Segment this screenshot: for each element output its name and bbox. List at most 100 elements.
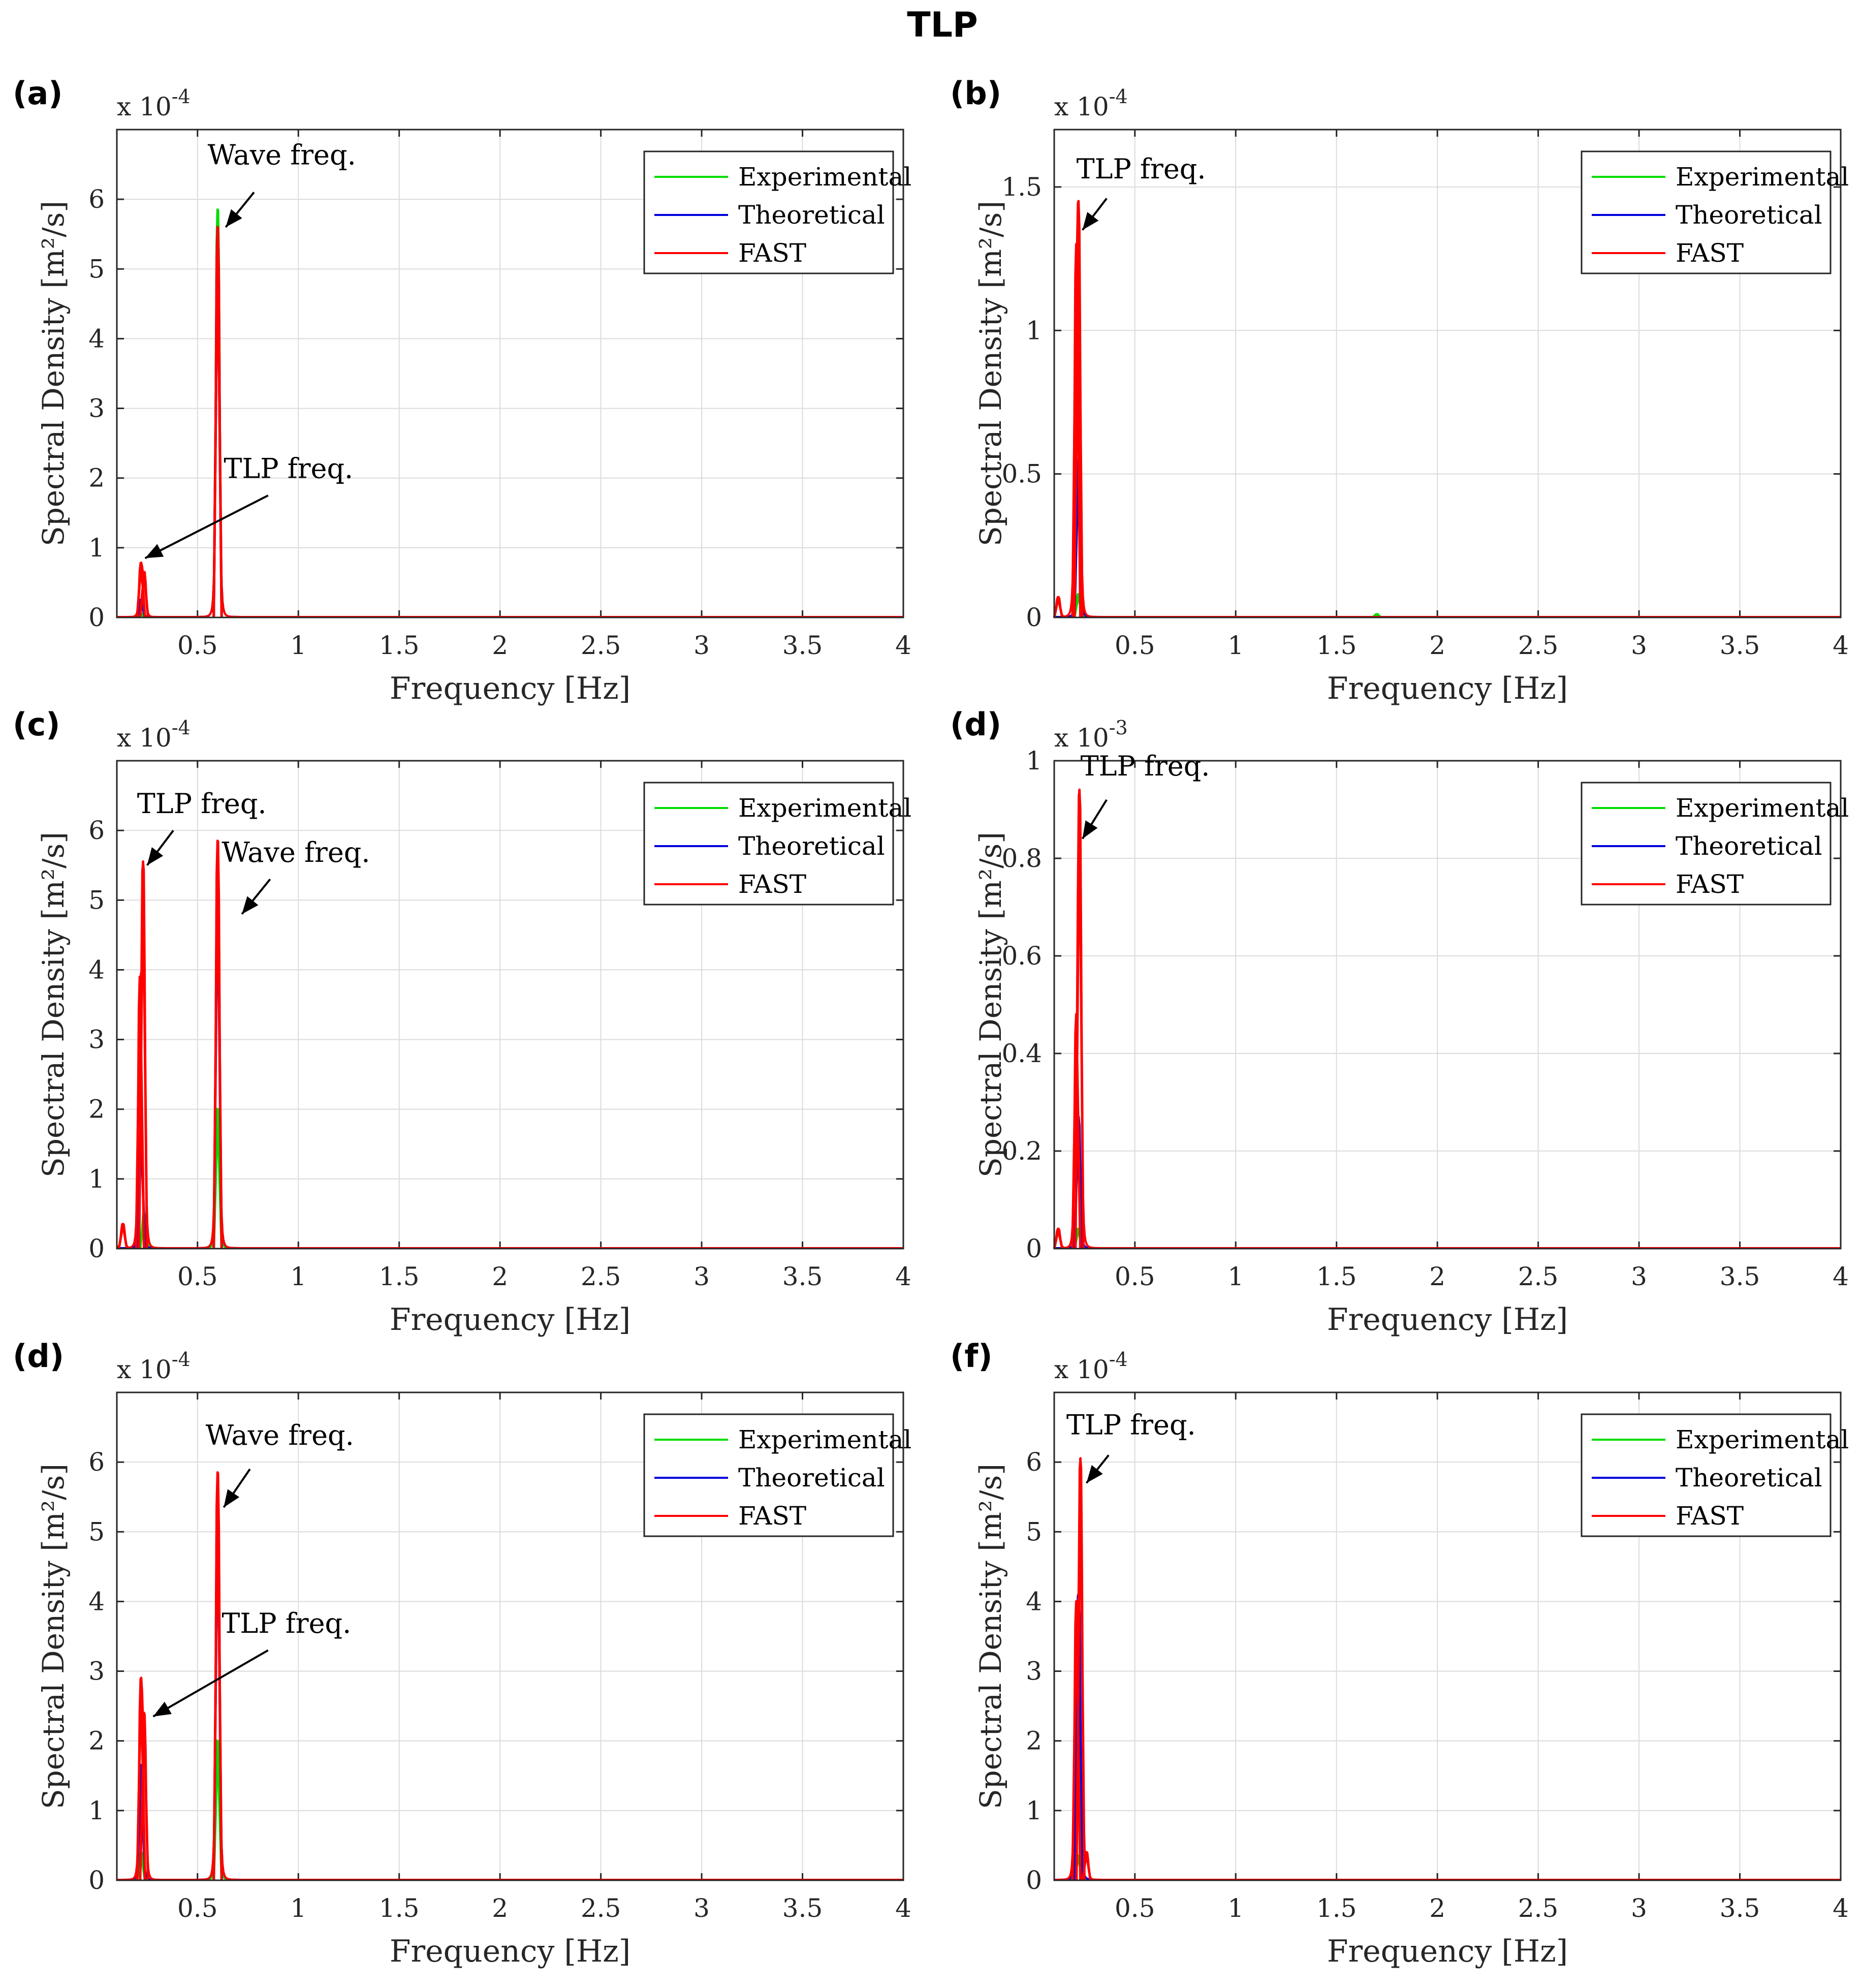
x-tick-label: 4 (1833, 631, 1849, 660)
legend-entry-experimental: Experimental (738, 1425, 911, 1454)
series-peak-fast (212, 226, 223, 618)
x-tick-label: 3.5 (782, 1262, 823, 1291)
x-tick-label: 3.5 (1720, 1893, 1760, 1923)
axes-box (116, 129, 904, 618)
y-tick-label: 1 (88, 533, 105, 563)
legend-entry-experimental: Experimental (1676, 793, 1849, 823)
y-axis-label: Spectral Density [m²/s] (973, 1464, 1008, 1809)
y-tick-label: 1 (1026, 746, 1042, 775)
legend-entry-fast: FAST (738, 238, 806, 268)
series-peak-fast (135, 975, 145, 1249)
x-tick-label: 1 (1227, 1893, 1244, 1923)
y-axis-label: Spectral Density [m²/s] (36, 832, 71, 1177)
x-tick-label: 1 (290, 1893, 306, 1923)
y-tick-label: 0.6 (1001, 941, 1042, 971)
legend-entry-experimental: Experimental (1676, 162, 1849, 192)
legend-entry-theoretical: Theoretical (1676, 1463, 1822, 1493)
y-exponent-value: -4 (172, 1348, 191, 1371)
annotation-arrow-head (242, 896, 259, 914)
x-tick-label: 3 (693, 1262, 710, 1291)
legend: Experimental Theoretical FAST (1581, 150, 1849, 274)
legend: Experimental Theoretical FAST (643, 1413, 911, 1537)
panel-label: (a) (13, 75, 63, 112)
panel-label: (f) (950, 1338, 993, 1375)
annotation-arrow-head (145, 544, 164, 558)
legend: Experimental Theoretical FAST (1581, 1413, 1849, 1537)
y-tick-label: 0 (88, 603, 105, 632)
x-tick-label: 3 (693, 631, 710, 660)
series-peak-fast (1053, 1228, 1064, 1249)
y-exponent-value: -4 (172, 717, 191, 739)
annotation-label: Wave freq. (206, 1419, 354, 1451)
y-tick-label: 3 (88, 1657, 105, 1686)
x-axis-label: Frequency [Hz] (1327, 1302, 1568, 1338)
x-tick-label: 2.5 (581, 1262, 621, 1291)
legend-entry-experimental: Experimental (738, 162, 911, 192)
annotation-label: TLP freq. (224, 453, 353, 485)
x-axis-label: Frequency [Hz] (390, 671, 630, 706)
x-tick-label: 3.5 (782, 631, 823, 660)
x-axis-label: Frequency [Hz] (1327, 671, 1568, 706)
axes-box (1053, 1391, 1842, 1881)
x-tick-label: 3 (1631, 1893, 1647, 1923)
y-axis-label: Spectral Density [m²/s] (973, 201, 1008, 546)
x-tick-label: 4 (1833, 1893, 1849, 1923)
y-tick-label: 0.5 (1001, 459, 1042, 489)
series-peak-fast (117, 1223, 129, 1249)
x-tick-label: 2 (1429, 1262, 1445, 1291)
series-peak-fast (212, 840, 223, 1249)
panel-label: (d) (950, 706, 1001, 743)
x-tick-label: 1 (1227, 1262, 1244, 1291)
annotation-arrow-head (1082, 212, 1099, 230)
y-tick-label: 3 (88, 1025, 105, 1054)
axes-box (116, 1391, 904, 1881)
series-peak-fast (1074, 789, 1085, 1249)
annotation-label: TLP freq. (137, 788, 267, 820)
y-tick-label: 1 (88, 1796, 105, 1825)
figure-title: TLP (907, 5, 978, 45)
y-axis-label: Spectral Density [m²/s] (36, 1464, 71, 1809)
x-tick-label: 3 (1631, 1262, 1647, 1291)
x-tick-label: 1.5 (379, 1262, 420, 1291)
x-tick-label: 2.5 (1518, 631, 1559, 660)
x-tick-label: 1 (1227, 631, 1244, 660)
x-tick-label: 1 (290, 631, 306, 660)
x-tick-label: 3 (693, 1893, 710, 1923)
y-tick-label: 4 (1026, 1587, 1042, 1616)
x-tick-label: 3.5 (1720, 1262, 1760, 1291)
y-tick-label: 5 (88, 1517, 105, 1546)
legend-entry-fast: FAST (1676, 238, 1744, 268)
series-peak-fast (1075, 1457, 1086, 1881)
series-peak-experimental (212, 1740, 223, 1881)
y-tick-label: 6 (1026, 1447, 1042, 1477)
y-tick-label: 1 (1026, 1796, 1042, 1825)
y-tick-label: 5 (88, 885, 105, 915)
legend-entry-theoretical: Theoretical (738, 200, 885, 230)
x-tick-label: 1.5 (1316, 1893, 1357, 1923)
legend-entry-fast: FAST (738, 1501, 806, 1531)
y-tick-label: 6 (88, 1447, 105, 1477)
series-peak-fast (139, 571, 149, 618)
x-tick-label: 4 (1833, 1262, 1849, 1291)
y-tick-label: 1 (1026, 316, 1042, 345)
x-tick-label: 3.5 (782, 1893, 823, 1923)
series-peak-fast (1053, 596, 1064, 618)
y-exponent-value: -3 (1109, 717, 1128, 739)
x-tick-label: 1.5 (379, 1893, 420, 1923)
y-tick-label: 0 (88, 1234, 105, 1263)
y-tick-label: 6 (88, 184, 105, 214)
x-tick-label: 1.5 (1316, 1262, 1357, 1291)
y-tick-label: 4 (88, 955, 105, 984)
legend-entry-experimental: Experimental (738, 793, 911, 823)
annotation-arrow-head (224, 1489, 240, 1508)
x-tick-label: 2.5 (581, 1893, 621, 1923)
y-tick-label: 0 (1026, 603, 1042, 632)
x-tick-label: 2.5 (1518, 1262, 1559, 1291)
annotation-arrow-head (147, 847, 164, 865)
x-tick-label: 2.5 (1518, 1893, 1559, 1923)
axes-box (1053, 760, 1842, 1250)
y-axis-label: Spectral Density [m²/s] (36, 201, 71, 546)
y-tick-label: 5 (88, 254, 105, 284)
x-tick-label: 4 (895, 1262, 911, 1291)
